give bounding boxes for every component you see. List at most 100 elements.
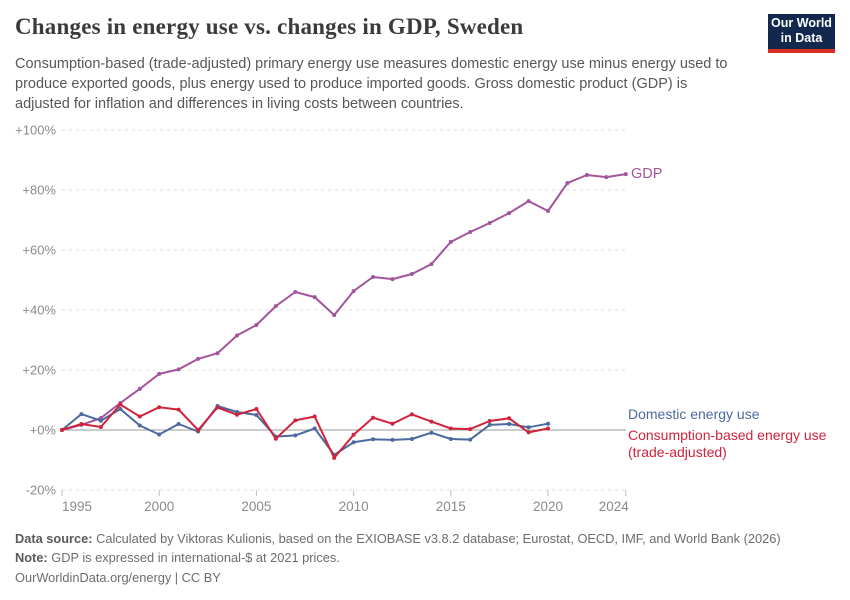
consumption-energy-line-marker [235, 412, 239, 417]
gdp-line-marker [273, 304, 278, 309]
consumption-energy-line-marker [351, 432, 356, 437]
consumption-energy-line-marker [196, 428, 201, 432]
consumption-energy-line-marker [215, 405, 220, 410]
domestic-energy-line-marker [79, 412, 84, 417]
gdp-line-marker [546, 209, 550, 213]
gdp-line-marker [623, 172, 628, 177]
gdp-line-marker [137, 386, 142, 391]
y-axis-label: +0% [30, 423, 57, 438]
consumption-series-label-line2: (trade-adjusted) [628, 443, 727, 460]
consumption-energy-line-marker [390, 421, 395, 426]
consumption-series-label: Consumption-based energy use (trade-adju… [628, 427, 826, 460]
consumption-energy-line-marker [79, 422, 84, 426]
domestic-energy-line-marker [98, 418, 103, 423]
x-axis-label: 2005 [241, 499, 271, 514]
gdp-line-marker [507, 211, 512, 216]
gdp-line-marker [196, 356, 201, 361]
consumption-energy-line-marker [60, 428, 64, 432]
x-axis-label: 2010 [339, 499, 369, 514]
data-source-label: Data source: [15, 531, 93, 546]
y-axis-label: +80% [22, 183, 56, 198]
gdp-line-marker [312, 295, 317, 300]
domestic-energy-line-marker [507, 422, 512, 426]
gdp-line-marker [390, 277, 395, 282]
consumption-energy-line-marker [254, 407, 259, 411]
page-title: Changes in energy use vs. changes in GDP… [15, 14, 524, 39]
note-label: Note: [15, 550, 48, 566]
domestic-energy-line-marker [429, 430, 434, 435]
gdp-line [61, 173, 627, 431]
note-text: GDP is expressed in international-$ at 2… [47, 550, 340, 566]
gdp-line-marker [526, 199, 531, 204]
y-axis-label: +100% [15, 123, 56, 138]
domestic-series-label: Domestic energy use [628, 406, 760, 422]
y-axis-label: +60% [22, 243, 56, 258]
consumption-energy-line-marker [468, 427, 473, 432]
consumption-energy-line-marker [118, 402, 123, 407]
domestic-energy-line-marker [448, 437, 453, 441]
x-axis-label: 2000 [144, 499, 174, 514]
data-source-line: Data source: Calculated by Viktoras Kuli… [15, 529, 835, 548]
consumption-energy-line-marker [157, 405, 162, 410]
y-axis-label: +20% [22, 363, 56, 378]
consumption-energy-line-marker [293, 418, 298, 423]
consumption-energy-line-marker [526, 430, 531, 435]
owid-logo-line1: Our World [771, 16, 832, 30]
y-axis-label: +40% [22, 303, 56, 318]
owid-logo: Our World in Data [768, 14, 835, 53]
gdp-line-marker [429, 262, 434, 267]
consumption-energy-line-marker [371, 415, 375, 420]
consumption-energy-line-marker [312, 414, 317, 419]
x-axis-label: 1995 [62, 499, 92, 514]
domestic-energy-line-marker [468, 437, 473, 442]
domestic-energy-line-marker [137, 423, 142, 428]
gdp-line-marker [371, 275, 375, 279]
domestic-energy-line-marker [254, 413, 259, 417]
consumption-series-label-line1: Consumption-based energy use [628, 427, 827, 443]
gdp-line-marker [351, 289, 356, 294]
domestic-energy-line-marker [390, 437, 395, 442]
consumption-energy-line-marker [507, 416, 512, 421]
domestic-energy-line-marker [118, 407, 123, 411]
gdp-line-marker [584, 173, 589, 177]
owid-logo-line2: in Data [780, 31, 823, 45]
domestic-energy-line-marker [351, 440, 356, 445]
gdp-line-marker [332, 313, 337, 318]
footer-link[interactable]: OurWorldinData.org/energy | CC BY [15, 569, 221, 585]
data-source-text: Calculated by Viktoras Kulionis, based o… [92, 531, 781, 546]
gdp-line-marker [293, 290, 298, 294]
chart-footer: Data source: Calculated by Viktoras Kuli… [15, 529, 835, 587]
consumption-energy-line-marker [429, 419, 434, 424]
gdp-line-marker [215, 351, 220, 356]
consumption-energy-line [61, 403, 549, 459]
x-axis-label: 2020 [533, 499, 563, 514]
consumption-energy-line-marker [546, 426, 550, 431]
domestic-energy-line-marker [526, 425, 531, 430]
x-axis-label: 2015 [436, 499, 466, 514]
gdp-line-marker [448, 239, 453, 244]
domestic-energy-line-marker [487, 422, 492, 427]
y-axis-label: -20% [26, 483, 57, 498]
gdp-line-marker [604, 175, 609, 180]
gdp-line-marker [235, 333, 239, 338]
consumption-energy-line-marker [332, 455, 337, 460]
domestic-energy-line-marker [409, 437, 414, 441]
note-line: Note: GDP is expressed in international-… [15, 548, 835, 567]
consumption-energy-line-marker [98, 425, 103, 429]
consumption-energy-line-marker [137, 414, 142, 419]
domestic-energy-line-marker [371, 437, 375, 442]
domestic-energy-line-marker [157, 432, 162, 437]
consumption-energy-line-marker [487, 419, 492, 423]
consumption-energy-line-marker [176, 407, 181, 412]
domestic-energy-line-marker [546, 421, 550, 426]
gdp-series-label: GDP [631, 166, 663, 182]
consumption-energy-line-marker [273, 436, 278, 441]
gdp-line-marker [468, 230, 473, 234]
gdp-line-marker [565, 181, 570, 186]
chart-subtitle: Consumption-based (trade-adjusted) prima… [15, 56, 728, 112]
domestic-energy-line-marker [293, 433, 298, 438]
x-axis-label: 2024 [599, 499, 630, 514]
gdp-line-marker [176, 367, 181, 372]
